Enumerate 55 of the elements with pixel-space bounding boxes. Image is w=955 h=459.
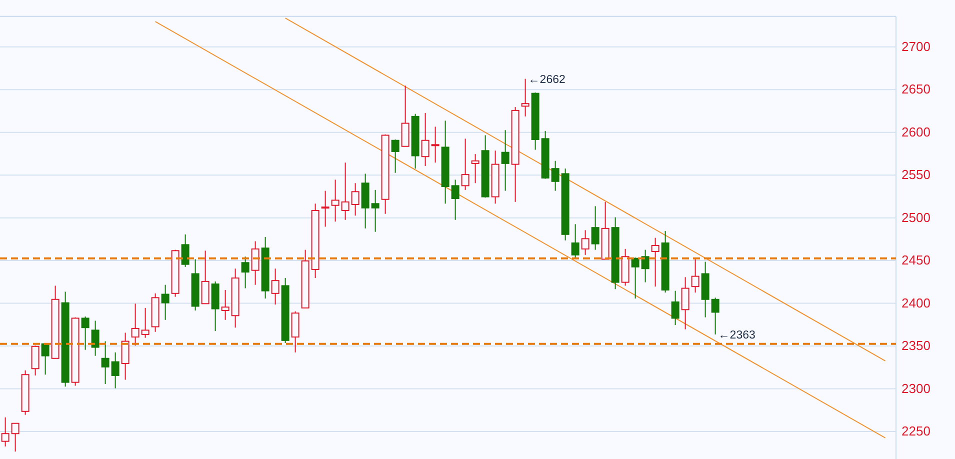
candlestick	[421, 112, 430, 167]
candlestick	[141, 307, 150, 338]
annotation: ←2662	[528, 74, 566, 86]
candlestick	[201, 250, 210, 304]
candlestick	[591, 206, 600, 250]
candlestick	[271, 268, 280, 306]
candlestick	[241, 256, 250, 289]
y-tick-label: 2350	[902, 338, 930, 354]
candlestick	[81, 316, 90, 350]
candlestick	[471, 154, 480, 184]
candlestick	[501, 130, 510, 192]
candlestick	[321, 190, 330, 228]
candlestick	[581, 230, 590, 256]
candlestick	[671, 290, 680, 326]
candlestick	[391, 139, 400, 174]
candlestick	[111, 352, 120, 389]
y-tick-label: 2500	[902, 210, 930, 225]
candlestick	[521, 78, 530, 117]
candlestick	[681, 276, 690, 330]
y-tick-label: 2550	[902, 167, 930, 182]
candlestick	[341, 162, 350, 220]
candlestick	[11, 422, 20, 452]
candlestick	[101, 340, 110, 385]
y-tick-label: 2600	[902, 124, 930, 140]
candlestick	[371, 189, 380, 232]
candlestick	[161, 284, 170, 320]
candlestick	[181, 234, 190, 268]
candlestick	[641, 249, 650, 283]
candlestick	[251, 240, 260, 286]
candlestick	[461, 138, 470, 190]
candlestick	[431, 126, 440, 164]
candlestick	[691, 258, 700, 294]
candlestick	[571, 224, 580, 258]
candlestick	[631, 256, 640, 300]
candlestick	[121, 332, 130, 380]
y-tick-label: 2250	[902, 424, 930, 439]
candlestick	[131, 303, 140, 346]
y-tick-label: 2450	[902, 252, 930, 268]
candlestick	[41, 342, 50, 376]
y-tick-label: 2300	[902, 380, 930, 396]
candlestick	[31, 345, 40, 376]
candlestick	[551, 160, 560, 192]
candlestick	[291, 310, 300, 353]
y-tick-label: 2700	[902, 38, 930, 54]
candlestick	[711, 297, 720, 335]
candlestick	[451, 179, 460, 220]
annotation: ←2363	[718, 329, 756, 342]
y-tick-label: 2650	[902, 82, 930, 97]
candlestick	[221, 289, 230, 320]
candlestick	[401, 85, 410, 147]
y-tick-label: 2400	[902, 295, 930, 310]
candlestick	[351, 182, 360, 216]
candlestick	[651, 237, 660, 288]
candlestick	[91, 320, 100, 356]
candlestick	[331, 179, 340, 222]
